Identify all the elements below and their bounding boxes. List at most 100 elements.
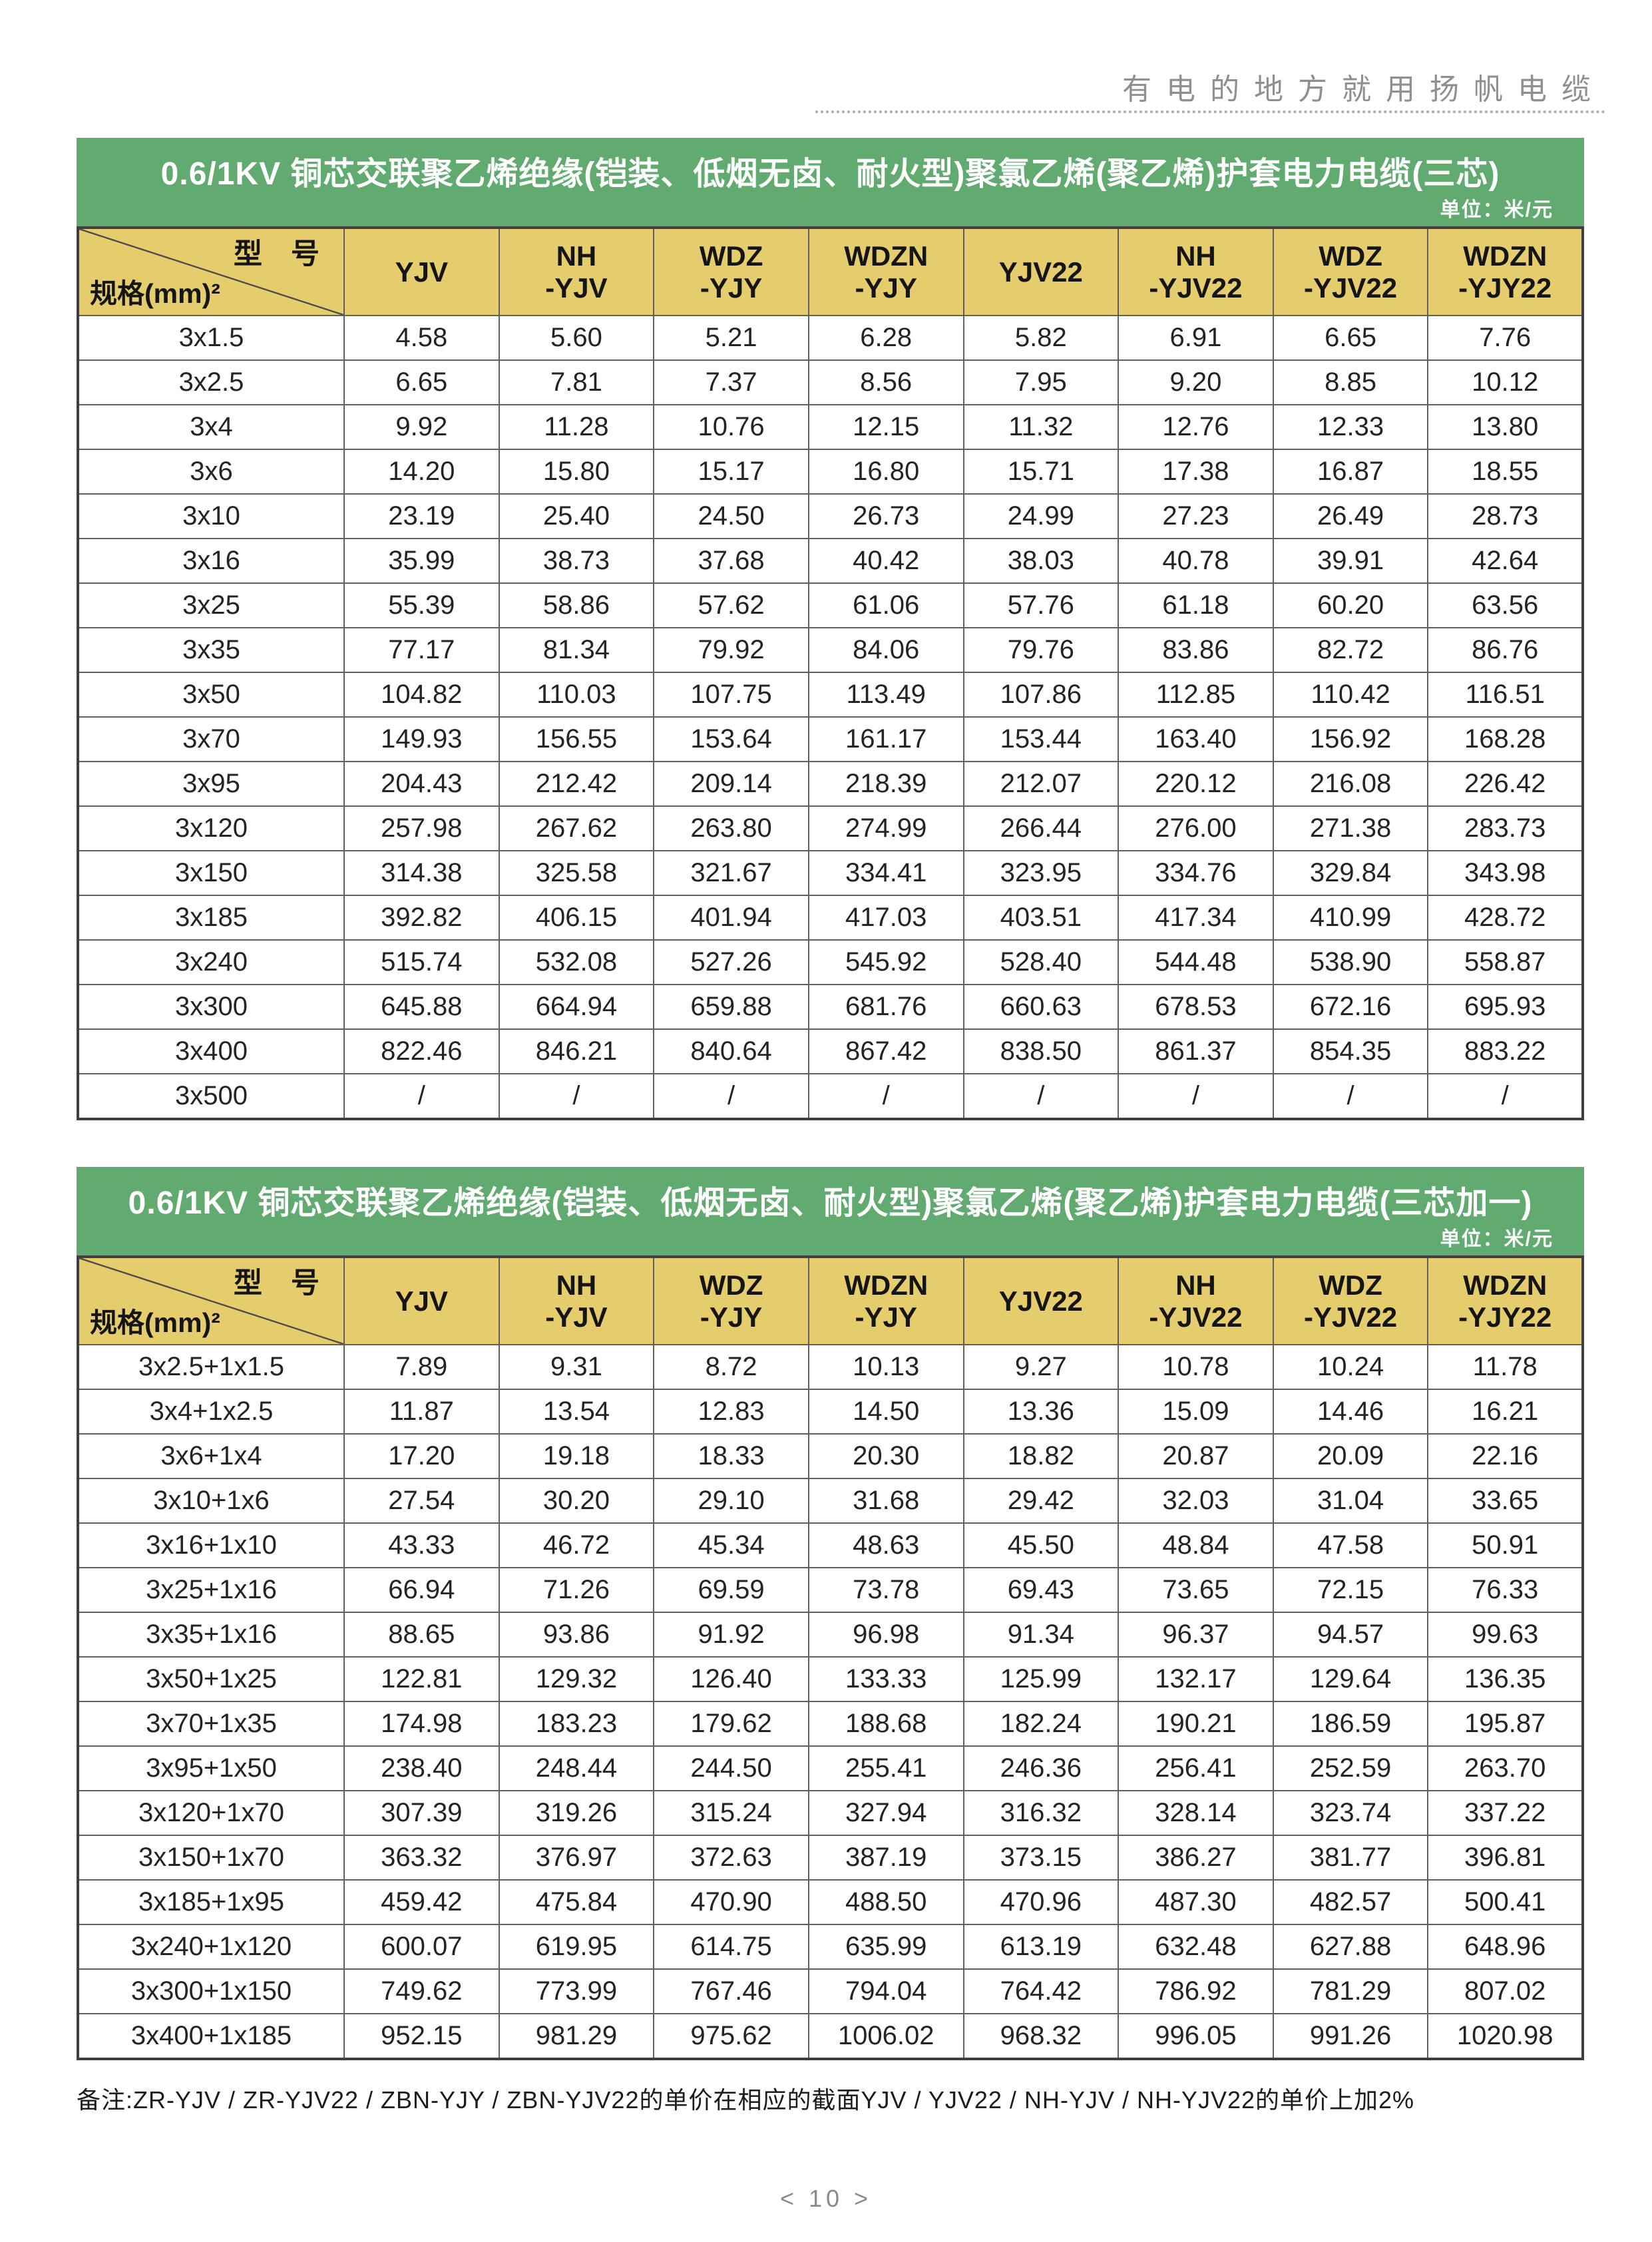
price-cell: 27.54 xyxy=(343,1478,500,1524)
price-cell: 975.62 xyxy=(653,2013,809,2060)
brand-slogan: 有电的地方就用扬帆电缆 xyxy=(1122,73,1605,106)
price-cell: 401.94 xyxy=(653,895,809,941)
price-cell: 40.78 xyxy=(1118,538,1274,584)
price-cell: 773.99 xyxy=(498,1968,655,2014)
price-cell: 61.06 xyxy=(807,582,964,628)
table-row: 3x185+1x95 459.42 475.84 470.90 488.50 470.96… xyxy=(77,1879,1583,1925)
column-header: NH -YJV xyxy=(498,1256,655,1345)
corner-diagonal-line xyxy=(79,229,343,315)
price-cell: 107.75 xyxy=(653,672,809,718)
table-row: 3x25 55.39 58.86 57.62 61.06 57.76 61.18 60.20 6… xyxy=(77,582,1583,628)
price-cell: 116.51 xyxy=(1427,672,1583,718)
price-cell: 786.92 xyxy=(1118,1968,1274,2014)
spec-cell: 3x300+1x150 xyxy=(77,1968,345,2014)
table-row: 3x50+1x25 122.81 129.32 126.40 133.33 125.99 1… xyxy=(77,1656,1583,1702)
price-cell: 129.64 xyxy=(1272,1656,1429,1702)
price-cell: 7.81 xyxy=(498,359,655,405)
price-cell: 35.99 xyxy=(343,538,500,584)
price-cell: 678.53 xyxy=(1118,984,1274,1030)
table-row: 3x240+1x120 600.07 619.95 614.75 635.99 613.1… xyxy=(77,1924,1583,1970)
price-cell: 99.63 xyxy=(1427,1612,1583,1658)
price-cell: 9.31 xyxy=(498,1344,655,1390)
price-cell: 600.07 xyxy=(343,1924,500,1970)
corner-cell: 型 号规格(mm)² xyxy=(77,227,345,316)
spec-cell: 3x4 xyxy=(77,404,345,450)
price-cell: 660.63 xyxy=(962,984,1120,1030)
spec-cell: 3x500 xyxy=(77,1073,345,1120)
price-cell: 968.32 xyxy=(962,2013,1120,2060)
price-cell: 266.44 xyxy=(962,805,1120,851)
price-cell: 672.16 xyxy=(1272,984,1429,1030)
price-cell: 10.78 xyxy=(1118,1344,1274,1390)
price-cell: 188.68 xyxy=(807,1701,964,1747)
column-header: WDZ -YJV22 xyxy=(1272,227,1429,316)
price-cell: 14.50 xyxy=(807,1389,964,1435)
price-cell: 396.81 xyxy=(1427,1835,1583,1881)
table-row: 3x4 9.92 11.28 10.76 12.15 11.32 12.76 12.33 13.… xyxy=(77,404,1583,450)
price-cell: 43.33 xyxy=(343,1522,500,1568)
price-cell: 695.93 xyxy=(1427,984,1583,1030)
price-cell: 263.70 xyxy=(1427,1745,1583,1791)
price-cell: 488.50 xyxy=(807,1879,964,1925)
price-cell: 156.55 xyxy=(498,716,655,762)
price-cell: 132.17 xyxy=(1118,1656,1274,1702)
price-cell: 82.72 xyxy=(1272,627,1429,673)
price-cell: 10.13 xyxy=(807,1344,964,1390)
price-cell: 104.82 xyxy=(343,672,500,718)
price-cell: 18.55 xyxy=(1427,449,1583,495)
price-cell: 527.26 xyxy=(653,939,809,985)
price-cell: 204.43 xyxy=(343,761,500,807)
price-cell: 19.18 xyxy=(498,1433,655,1479)
price-cell: 14.20 xyxy=(343,449,500,495)
price-cell: 24.50 xyxy=(653,493,809,539)
price-cell: 15.71 xyxy=(962,449,1120,495)
price-cell: 459.42 xyxy=(343,1879,500,1925)
price-cell: 7.37 xyxy=(653,359,809,405)
price-cell: 307.39 xyxy=(343,1790,500,1836)
corner-label-spec: 规格(mm)² xyxy=(90,1307,220,1339)
spec-cell: 3x35 xyxy=(77,627,345,673)
price-cell: 319.26 xyxy=(498,1790,655,1836)
price-cell: 18.33 xyxy=(653,1433,809,1479)
table-row: 3x300 645.88 664.94 659.88 681.76 660.63 678.5… xyxy=(77,984,1583,1030)
price-cell: 428.72 xyxy=(1427,895,1583,941)
price-cell: 487.30 xyxy=(1118,1879,1274,1925)
spec-cell: 3x6+1x4 xyxy=(77,1433,345,1479)
price-cell: 186.59 xyxy=(1272,1701,1429,1747)
price-cell: 156.92 xyxy=(1272,716,1429,762)
price-cell: 6.65 xyxy=(343,359,500,405)
price-cell: 25.40 xyxy=(498,493,655,539)
price-cell: 271.38 xyxy=(1272,805,1429,851)
price-cell: 72.15 xyxy=(1272,1567,1429,1613)
spec-cell: 3x400+1x185 xyxy=(77,2013,345,2060)
table-row: 3x240 515.74 532.08 527.26 545.92 528.40 544.4… xyxy=(77,939,1583,985)
column-header: YJV xyxy=(343,227,500,316)
unit-label: 单位：米/元 xyxy=(1440,199,1553,221)
spec-cell: 3x150 xyxy=(77,850,345,896)
price-cell: 648.96 xyxy=(1427,1924,1583,1970)
table-row: 3x1.5 4.58 5.60 5.21 6.28 5.82 6.91 6.65 7.76 xyxy=(77,315,1583,361)
price-cell: 38.03 xyxy=(962,538,1120,584)
price-cell: 363.32 xyxy=(343,1835,500,1881)
price-cell: 57.76 xyxy=(962,582,1120,628)
price-cell: 22.16 xyxy=(1427,1433,1583,1479)
price-cell: 515.74 xyxy=(343,939,500,985)
price-cell: 174.98 xyxy=(343,1701,500,1747)
price-cell: 659.88 xyxy=(653,984,809,1030)
price-cell: 238.40 xyxy=(343,1745,500,1791)
spec-cell: 3x50+1x25 xyxy=(77,1656,345,1702)
price-cell: 13.80 xyxy=(1427,404,1583,450)
spec-cell: 3x400 xyxy=(77,1028,345,1074)
column-header: YJV22 xyxy=(962,227,1120,316)
table-row: 3x150+1x70 363.32 376.97 372.63 387.19 373.15… xyxy=(77,1835,1583,1881)
price-cell: 822.46 xyxy=(343,1028,500,1074)
price-cell: 544.48 xyxy=(1118,939,1274,985)
price-cell: 18.82 xyxy=(962,1433,1120,1479)
price-cell: 32.03 xyxy=(1118,1478,1274,1524)
price-cell: 9.27 xyxy=(962,1344,1120,1390)
price-cell: 16.80 xyxy=(807,449,964,495)
price-cell: 66.94 xyxy=(343,1567,500,1613)
table-row: 3x95+1x50 238.40 248.44 244.50 255.41 246.36 2… xyxy=(77,1745,1583,1791)
spec-cell: 3x16+1x10 xyxy=(77,1522,345,1568)
price-cell: 13.54 xyxy=(498,1389,655,1435)
